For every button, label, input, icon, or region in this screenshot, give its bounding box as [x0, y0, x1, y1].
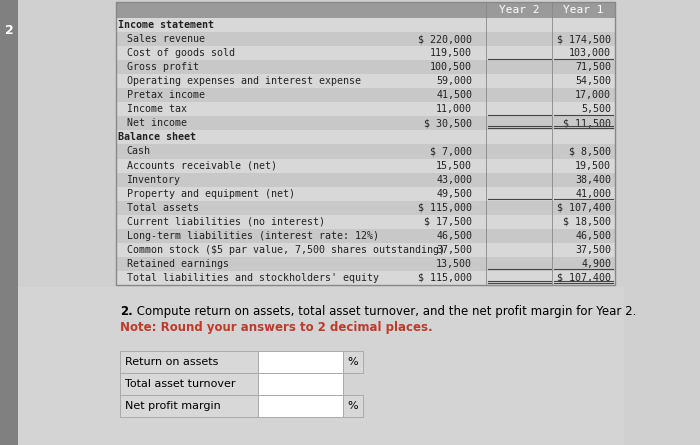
Text: 46,500: 46,500	[436, 231, 473, 241]
Text: $ 220,000: $ 220,000	[418, 34, 472, 44]
Bar	[120, 395, 258, 417]
Text: Total assets: Total assets	[127, 203, 199, 213]
Text: $ 30,500: $ 30,500	[424, 118, 472, 129]
Bar	[116, 2, 615, 18]
Bar	[116, 102, 615, 117]
Text: $ 115,000: $ 115,000	[418, 273, 472, 283]
Text: 2: 2	[4, 24, 13, 36]
Text: 38,400: 38,400	[575, 174, 611, 185]
Text: 71,500: 71,500	[575, 62, 611, 72]
Bar	[116, 74, 615, 88]
Bar	[116, 117, 615, 130]
Text: 41,000: 41,000	[575, 189, 611, 198]
Text: 37,500: 37,500	[575, 245, 611, 255]
Text: Accounts receivable (net): Accounts receivable (net)	[127, 161, 276, 170]
Bar	[18, 287, 624, 445]
Bar	[343, 351, 363, 373]
Text: 43,000: 43,000	[436, 174, 473, 185]
Text: Current liabilities (no interest): Current liabilities (no interest)	[127, 217, 325, 227]
Text: $ 17,500: $ 17,500	[424, 217, 472, 227]
Text: $ 18,500: $ 18,500	[564, 217, 611, 227]
Bar	[116, 215, 615, 229]
Text: Total liabilities and stockholders' equity: Total liabilities and stockholders' equi…	[127, 273, 379, 283]
Bar	[116, 257, 615, 271]
Text: $ 8,500: $ 8,500	[569, 146, 611, 157]
Text: Sales revenue: Sales revenue	[127, 34, 204, 44]
Text: Common stock ($5 par value, 7,500 shares outstanding): Common stock ($5 par value, 7,500 shares…	[127, 245, 444, 255]
Text: $ 7,000: $ 7,000	[430, 146, 473, 157]
Text: $ 107,400: $ 107,400	[557, 273, 611, 283]
Text: Cost of goods sold: Cost of goods sold	[127, 48, 234, 58]
Bar	[116, 18, 615, 32]
Text: %: %	[347, 401, 358, 411]
Text: 49,500: 49,500	[436, 189, 473, 198]
Text: 41,500: 41,500	[436, 90, 473, 100]
Bar	[258, 351, 343, 373]
Text: 13,500: 13,500	[436, 259, 473, 269]
Text: Year 1: Year 1	[564, 5, 604, 15]
Text: $ 107,400: $ 107,400	[557, 203, 611, 213]
Text: Year 2: Year 2	[499, 5, 540, 15]
Text: 46,500: 46,500	[575, 231, 611, 241]
Bar	[116, 32, 615, 46]
Bar	[343, 395, 363, 417]
Text: Income tax: Income tax	[127, 104, 186, 114]
Bar	[116, 88, 615, 102]
Text: 103,000: 103,000	[569, 48, 611, 58]
Bar	[116, 201, 615, 215]
Text: 15,500: 15,500	[436, 161, 473, 170]
Bar	[116, 186, 615, 201]
Text: Balance sheet: Balance sheet	[118, 133, 195, 142]
Text: 11,000: 11,000	[436, 104, 473, 114]
Bar	[116, 60, 615, 74]
Text: Note: Round your answers to 2 decimal places.: Note: Round your answers to 2 decimal pl…	[120, 321, 433, 334]
Text: Cash: Cash	[127, 146, 150, 157]
Text: $ 115,000: $ 115,000	[418, 203, 472, 213]
Bar	[116, 243, 615, 257]
Text: 119,500: 119,500	[430, 48, 473, 58]
Bar	[116, 145, 615, 158]
Text: 37,500: 37,500	[436, 245, 473, 255]
Text: Long-term liabilities (interest rate: 12%): Long-term liabilities (interest rate: 12…	[127, 231, 379, 241]
Text: Total asset turnover: Total asset turnover	[125, 379, 235, 389]
Text: Property and equipment (net): Property and equipment (net)	[127, 189, 295, 198]
Bar	[258, 373, 343, 395]
Bar	[120, 373, 258, 395]
Text: Retained earnings: Retained earnings	[127, 259, 228, 269]
Bar	[120, 351, 258, 373]
Bar	[0, 0, 18, 445]
Text: 54,500: 54,500	[575, 76, 611, 86]
Text: Pretax income: Pretax income	[127, 90, 204, 100]
Text: 100,500: 100,500	[430, 62, 473, 72]
Bar	[116, 229, 615, 243]
Text: 59,000: 59,000	[436, 76, 473, 86]
Text: 19,500: 19,500	[575, 161, 611, 170]
Text: Income statement: Income statement	[118, 20, 214, 30]
Text: Inventory: Inventory	[127, 174, 181, 185]
Text: Return on assets: Return on assets	[125, 357, 218, 367]
Text: $ 174,500: $ 174,500	[557, 34, 611, 44]
Text: Net income: Net income	[127, 118, 186, 129]
Bar	[116, 130, 615, 145]
Bar	[116, 271, 615, 285]
Text: $ 11,500: $ 11,500	[564, 118, 611, 129]
Bar	[116, 158, 615, 173]
Bar	[116, 173, 615, 186]
Text: 5,500: 5,500	[581, 104, 611, 114]
Text: 4,900: 4,900	[581, 259, 611, 269]
Bar	[116, 46, 615, 60]
Bar	[258, 395, 343, 417]
Text: 2.: 2.	[120, 305, 133, 318]
Text: Net profit margin: Net profit margin	[125, 401, 220, 411]
Text: 17,000: 17,000	[575, 90, 611, 100]
Text: Operating expenses and interest expense: Operating expenses and interest expense	[127, 76, 360, 86]
Text: Compute return on assets, total asset turnover, and the net profit margin for Ye: Compute return on assets, total asset tu…	[133, 305, 636, 318]
Bar	[116, 2, 615, 285]
Text: Gross profit: Gross profit	[127, 62, 199, 72]
Text: %: %	[347, 357, 358, 367]
